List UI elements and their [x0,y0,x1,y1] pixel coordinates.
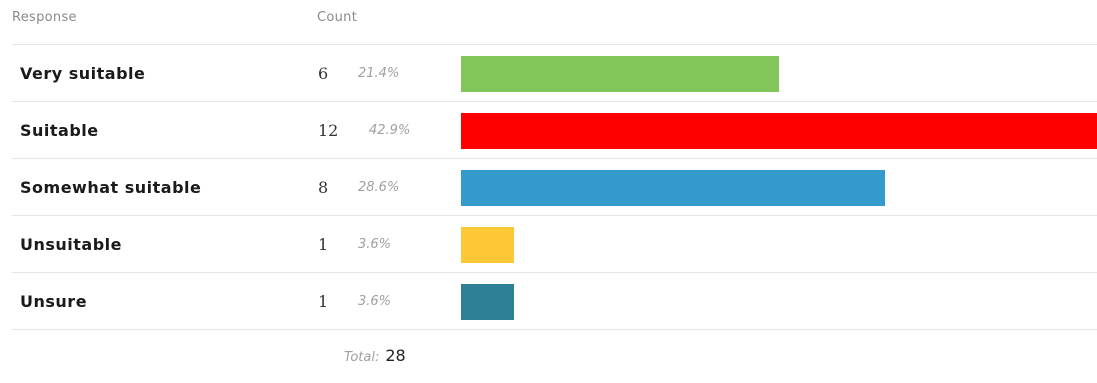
header-divider [12,44,1097,45]
response-label: Suitable [20,121,99,140]
table-row: Somewhat suitable 8 28.6% [0,159,1097,216]
response-count: 6 [318,64,329,83]
response-percentage: 21.4% [358,66,400,81]
row-divider [12,329,1097,330]
response-percentage: 3.6% [358,294,392,309]
response-label: Very suitable [20,64,146,83]
response-label: Unsure [20,292,88,311]
column-header-response: Response [12,10,77,25]
row-divider [12,272,1097,273]
row-divider [12,158,1097,159]
response-count: 12 [318,121,339,140]
table-row: Unsure 1 3.6% [0,273,1097,330]
total-summary: Total: 28 [344,346,406,365]
response-bar [461,56,779,92]
response-count: 1 [318,235,329,254]
table-row: Unsuitable 1 3.6% [0,216,1097,273]
column-header-count: Count [317,10,358,25]
response-label: Unsuitable [20,235,123,254]
response-percentage: 28.6% [358,180,400,195]
total-value: 28 [385,346,406,365]
response-bar [461,284,514,320]
response-percentage: 3.6% [358,237,392,252]
response-bar [461,227,514,263]
response-percentage: 42.9% [369,123,411,138]
response-count: 8 [318,178,329,197]
response-label: Somewhat suitable [20,178,202,197]
total-label: Total: [344,350,380,365]
response-count: 1 [318,292,329,311]
row-divider [12,215,1097,216]
table-row: Suitable 12 42.9% [0,102,1097,159]
response-bar [461,113,1097,149]
row-divider [12,101,1097,102]
table-row: Very suitable 6 21.4% [0,45,1097,102]
response-bar [461,170,885,206]
